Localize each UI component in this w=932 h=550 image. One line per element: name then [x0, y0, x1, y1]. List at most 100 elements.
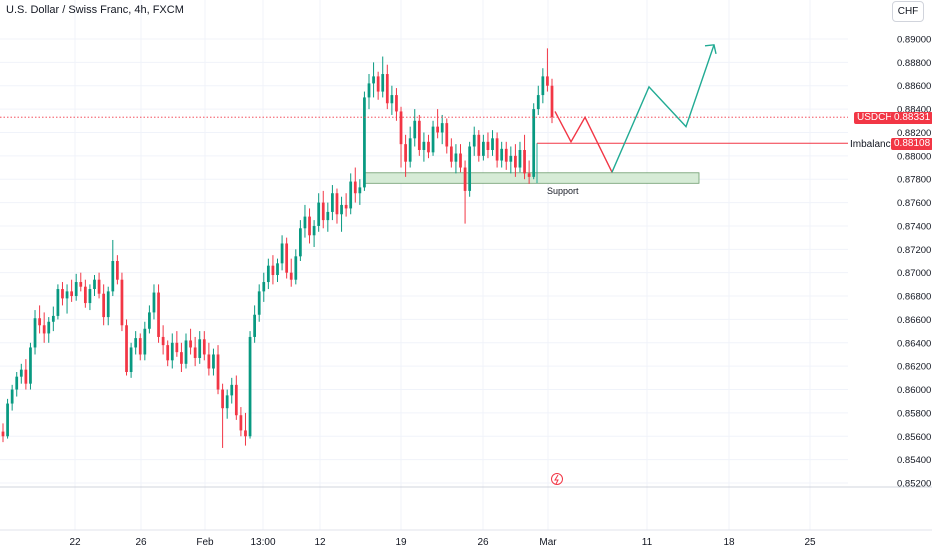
candle-body — [486, 141, 490, 150]
candle-body — [367, 83, 371, 98]
candle-body — [541, 76, 545, 96]
candle-body — [390, 95, 394, 104]
candle-body — [331, 193, 334, 212]
candle-body — [381, 74, 385, 92]
time-tick-label: 26 — [477, 537, 489, 548]
candle-body — [19, 369, 23, 377]
candle-body — [65, 291, 69, 299]
candle-body — [449, 146, 453, 162]
price-tick-label: 0.87400 — [897, 221, 931, 232]
candle-body — [230, 384, 234, 396]
candle-body — [24, 369, 28, 384]
candle-body — [372, 76, 375, 84]
candle-body — [532, 109, 536, 177]
candle-body — [399, 111, 403, 145]
price-tick-label: 0.86000 — [897, 385, 931, 396]
time-tick-label: 25 — [804, 537, 816, 548]
candle-body — [51, 315, 55, 322]
event-flash-icon — [551, 473, 563, 485]
candle-body — [335, 193, 339, 215]
candle-body — [440, 123, 444, 133]
candle-body — [482, 141, 485, 156]
drawing-overlay — [0, 44, 848, 485]
candle-body — [454, 153, 458, 162]
candle-body — [102, 293, 106, 318]
chart-title: U.S. Dollar / Swiss Franc, 4h, FXCM — [6, 4, 184, 16]
price-tick-label: 0.85400 — [897, 455, 931, 466]
candle-body — [225, 395, 229, 409]
candle-body — [289, 272, 293, 280]
candle-body — [417, 120, 421, 150]
candle-body — [175, 342, 179, 353]
time-tick-label: Mar — [539, 537, 557, 548]
candle-body — [6, 403, 9, 437]
candle-body — [358, 187, 362, 194]
candle-body — [303, 216, 307, 229]
price-tick-label: 0.89000 — [897, 35, 931, 46]
currency-button[interactable]: CHF — [892, 1, 924, 22]
candle-body — [280, 243, 284, 264]
time-tick-label: 18 — [723, 537, 735, 548]
candle-body — [97, 279, 101, 294]
candle-body — [422, 141, 426, 150]
candle-body — [321, 202, 325, 221]
candle-body — [111, 261, 115, 292]
candle-body — [47, 321, 51, 334]
candle-body — [216, 354, 220, 390]
candle-body — [385, 74, 389, 104]
candle-body — [189, 340, 192, 348]
candle-body — [74, 282, 78, 297]
candle-body — [56, 289, 60, 316]
price-tick-label: 0.88600 — [897, 81, 931, 92]
candle-body — [266, 265, 270, 283]
candle-body — [70, 291, 73, 297]
time-axis[interactable]: 22 26 Feb 13:00 12 19 26 Mar 11 18 25 — [69, 537, 816, 548]
candle-body — [408, 138, 412, 162]
candle-body — [61, 289, 64, 299]
candle-body — [221, 389, 224, 409]
candle-body — [445, 123, 449, 147]
time-tick-label: 13:00 — [250, 537, 275, 548]
candle-body — [491, 138, 494, 150]
candle-body — [312, 225, 316, 236]
candle-body — [536, 95, 540, 110]
time-tick-label: 11 — [642, 537, 653, 548]
projection-green-path — [611, 44, 715, 173]
candle-body — [413, 120, 417, 139]
price-tick-label: 0.88800 — [897, 58, 931, 69]
grid-lines — [0, 0, 932, 531]
support-label: Support — [547, 186, 579, 196]
candle-body — [193, 347, 197, 358]
candle-body — [294, 256, 298, 280]
candle-body — [202, 339, 206, 355]
candle-body — [463, 167, 467, 191]
candle-body — [79, 282, 83, 287]
price-tick-label: 0.86600 — [897, 315, 931, 326]
support-zone — [363, 172, 700, 184]
candle-body — [10, 389, 14, 404]
candle-body — [495, 138, 499, 161]
candle-body — [308, 216, 311, 236]
candle-body — [514, 155, 517, 168]
candlestick-series — [1, 48, 554, 448]
candle-body — [404, 144, 407, 162]
candle-body — [180, 352, 183, 364]
candle-body — [184, 340, 188, 364]
price-axis[interactable]: 0.89000 0.88800 0.88600 0.88400 0.88200 0.880… — [897, 35, 931, 490]
candle-body — [527, 173, 531, 177]
candle-body — [472, 134, 476, 147]
price-tick-label: 0.86800 — [897, 292, 931, 303]
candle-body — [106, 291, 110, 318]
price-tick-label: 0.87000 — [897, 268, 931, 279]
candle-body — [344, 204, 348, 209]
price-tick-label: 0.88400 — [897, 105, 931, 116]
candle-body — [170, 342, 174, 361]
candle-body — [509, 155, 513, 162]
price-tick-label: 0.85600 — [897, 432, 931, 443]
candle-body — [395, 95, 398, 112]
candle-body — [207, 354, 211, 369]
time-tick-label: Feb — [196, 537, 214, 548]
time-tick-label: 22 — [69, 537, 81, 548]
candle-body — [253, 314, 256, 337]
